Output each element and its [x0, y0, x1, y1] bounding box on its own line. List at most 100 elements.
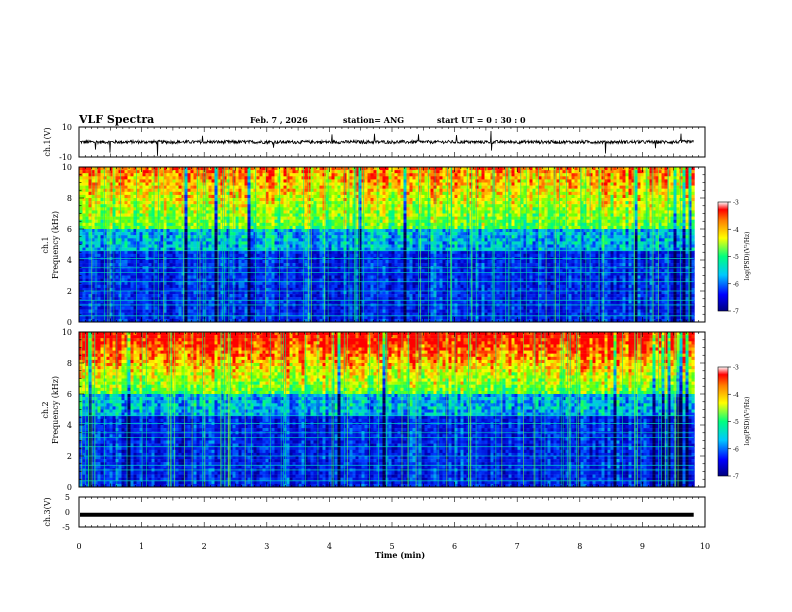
spectrogram-cell [260, 186, 263, 189]
spectrogram-cell [320, 307, 323, 310]
spectrogram-cell [329, 207, 332, 210]
spectrogram-cell [140, 254, 143, 257]
spectrogram-cell [269, 201, 272, 204]
spectrogram-cell [251, 217, 254, 220]
spectrogram-cell [284, 245, 287, 248]
spectrogram-cell [332, 201, 335, 204]
spectrogram-cell [149, 241, 152, 244]
spectrogram-cell [179, 251, 182, 254]
spectrogram-cell [128, 179, 131, 182]
spectrogram-cell [362, 186, 365, 189]
spectrogram-cell [83, 186, 86, 189]
spectrogram-cell [209, 214, 212, 217]
spectrogram-cell [98, 210, 101, 213]
spectrogram-cell [158, 220, 161, 223]
spectrogram-cell [362, 307, 365, 310]
spectrogram-cell [311, 307, 314, 310]
spectrogram-cell [305, 226, 308, 229]
spectrogram-cell [236, 241, 239, 244]
spectrogram-cell [308, 294, 311, 297]
spectrogram-cell [305, 207, 308, 210]
spectrogram-cell [116, 229, 119, 232]
spectrogram-cell [251, 310, 254, 313]
spectrogram-cell [101, 198, 104, 201]
spectrogram-cell [98, 245, 101, 248]
spectrogram-cell [140, 223, 143, 226]
spectrogram-cell [155, 245, 158, 248]
spectrogram-cell [248, 223, 251, 226]
spectrogram-cell [230, 260, 233, 263]
spectrogram-cell [329, 276, 332, 279]
spectrogram-cell [332, 214, 335, 217]
spectrogram-cell [89, 204, 92, 207]
spectrogram-cell [104, 183, 107, 186]
spectrogram-cell [143, 300, 146, 303]
spectrogram-cell [239, 170, 242, 173]
spectrogram-cell [122, 226, 125, 229]
spectrogram-cell [227, 241, 230, 244]
spectrogram-cell [140, 232, 143, 235]
spectrogram-cell [89, 207, 92, 210]
spectrogram-cell [248, 245, 251, 248]
spectrogram-cell [332, 217, 335, 220]
spectrogram-cell [359, 251, 362, 254]
spectrogram-cell [143, 226, 146, 229]
spectrogram-cell [269, 173, 272, 176]
spectrogram-cell [194, 300, 197, 303]
spectrogram-cell [191, 170, 194, 173]
spectrogram-cell [131, 235, 134, 238]
spectrogram-cell [119, 232, 122, 235]
spectrogram-cell [221, 189, 224, 192]
spectrogram-cell [242, 198, 245, 201]
spectrogram-cell [311, 179, 314, 182]
spectrogram-cell [146, 316, 149, 319]
spectrogram-cell [236, 223, 239, 226]
spectrogram-cell [215, 254, 218, 257]
spectrogram-cell [293, 285, 296, 288]
spectrogram-cell [209, 272, 212, 275]
spectrogram-cell [263, 189, 266, 192]
spectrogram-cell [185, 276, 188, 279]
spectrogram-cell [167, 198, 170, 201]
spectrogram-cell [104, 310, 107, 313]
spectrogram-cell [101, 226, 104, 229]
spectrogram-cell [167, 254, 170, 257]
spectrogram-cell [125, 189, 128, 192]
spectrogram-cell [185, 223, 188, 226]
spectrogram-cell [224, 232, 227, 235]
spectrogram-cell [350, 232, 353, 235]
spectrogram-cell [299, 207, 302, 210]
spectrogram-cell [230, 294, 233, 297]
spectrogram-cell [296, 232, 299, 235]
spectrogram-cell [275, 195, 278, 198]
spectrogram-cell [158, 210, 161, 213]
spectrogram-cell [83, 232, 86, 235]
spectrogram-cell [293, 198, 296, 201]
spectrogram-cell [143, 291, 146, 294]
spectrogram-cell [275, 294, 278, 297]
spectrogram-cell [350, 260, 353, 263]
spectrogram-cell [245, 179, 248, 182]
spectrogram-cell [173, 204, 176, 207]
spectrogram-cell [263, 214, 266, 217]
spectrogram-cell [263, 210, 266, 213]
spectrogram-cell [236, 235, 239, 238]
spectrogram-cell [245, 260, 248, 263]
spectrogram-cell [149, 207, 152, 210]
spectrogram-cell [209, 235, 212, 238]
spectrogram-cell [179, 201, 182, 204]
spectrogram-cell [176, 210, 179, 213]
spectrogram-cell [269, 226, 272, 229]
spectrogram-cell [359, 220, 362, 223]
spectrogram-cell [104, 229, 107, 232]
spectrogram-cell [329, 176, 332, 179]
spectrogram-cell [272, 251, 275, 254]
spectrogram-cell [308, 276, 311, 279]
spectrogram-cell [104, 170, 107, 173]
spectrogram-cell [146, 192, 149, 195]
spectrogram-cell [98, 254, 101, 257]
spectrogram-cell [305, 245, 308, 248]
spectrogram-cell [98, 204, 101, 207]
spectrogram-cell [188, 217, 191, 220]
spectrogram-cell [173, 170, 176, 173]
